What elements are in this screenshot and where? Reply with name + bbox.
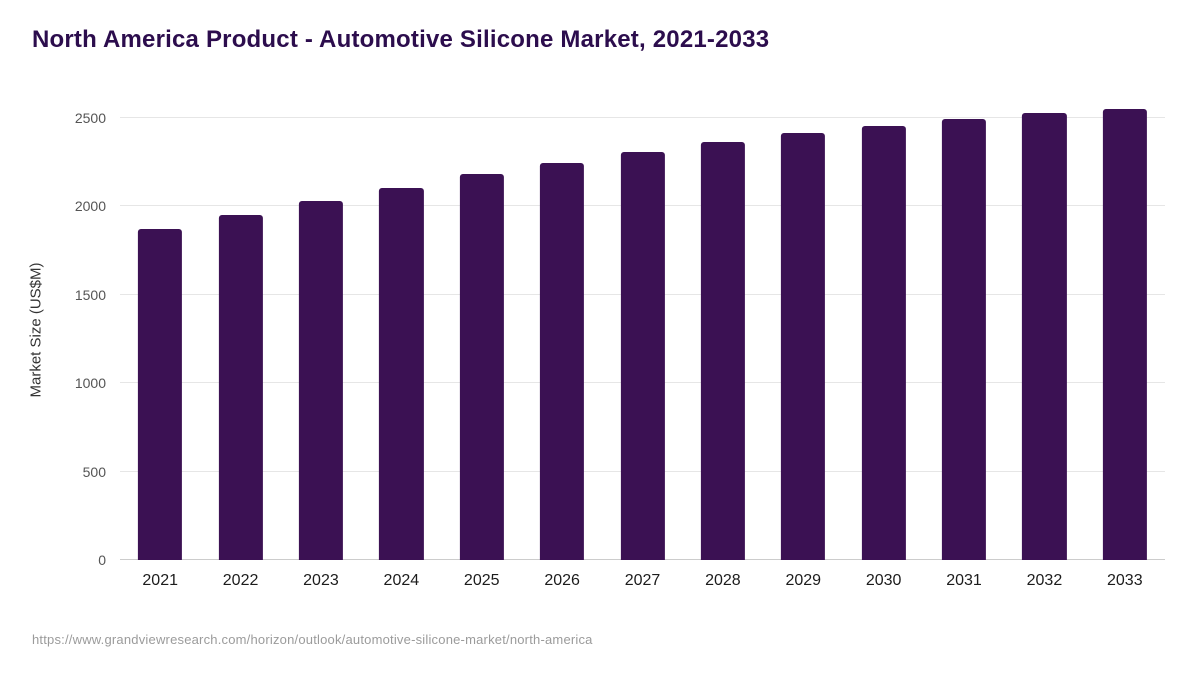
x-tick-label: 2026: [544, 572, 580, 589]
bar-2033: [1102, 108, 1147, 560]
y-tick-label: 1500: [74, 286, 106, 303]
bar-2027: [620, 152, 665, 560]
bar-2030: [861, 125, 906, 560]
bar-2028: [700, 142, 745, 560]
x-tick-label: 2031: [946, 572, 982, 589]
bar-2021: [138, 229, 183, 560]
y-tick-label: 0: [98, 552, 106, 568]
bar-2024: [379, 187, 424, 560]
y-tick-label: 2000: [74, 198, 106, 215]
source-url-text: https://www.grandviewresearch.com/horizo…: [32, 632, 593, 647]
bar-2026: [540, 162, 585, 560]
x-tick-label: 2021: [142, 572, 178, 589]
y-tick-label: 1000: [74, 375, 106, 392]
bar-2025: [459, 174, 504, 560]
bar-2023: [298, 200, 344, 560]
x-tick-label: 2028: [705, 572, 741, 589]
x-tick-label: 2024: [383, 572, 420, 589]
x-tick-label: 2030: [865, 572, 902, 589]
chart-title: North America Product - Automotive Silic…: [32, 26, 770, 53]
y-axis-label: Market Size (US$M): [27, 262, 45, 398]
x-tick-label: 2027: [624, 572, 661, 589]
x-tick-label: 2033: [1107, 572, 1143, 589]
y-tick-label: 2500: [74, 109, 106, 126]
x-tick-label: 2025: [463, 572, 500, 589]
x-tick-label: 2029: [785, 572, 822, 589]
gridline: [120, 116, 1165, 118]
bar-2031: [941, 119, 987, 560]
x-tick-label: 2022: [222, 572, 259, 589]
bar-2032: [1022, 113, 1067, 560]
bar-2029: [781, 132, 826, 560]
bar-2022: [218, 215, 263, 560]
y-tick-label: 500: [82, 463, 106, 480]
x-tick-label: 2023: [303, 572, 339, 589]
x-tick-label: 2032: [1026, 572, 1063, 589]
plot-area: 0 500 1000 1500 2000 2500 2021 2022 2023 2024 2025…: [75, 100, 1165, 589]
